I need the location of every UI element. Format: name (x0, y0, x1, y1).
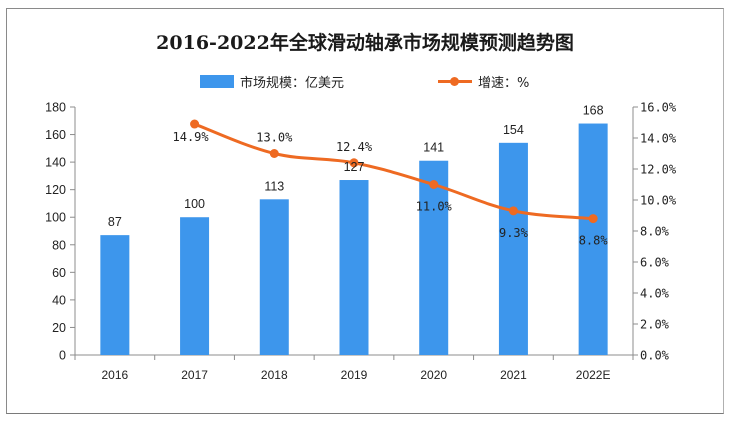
y-left-tick-label: 100 (45, 211, 66, 225)
x-tick-label: 2016 (102, 368, 129, 382)
y-left-tick-label: 0 (59, 349, 66, 363)
y-left-tick-label: 140 (45, 156, 66, 170)
y-right-tick-label: 12.0% (640, 163, 677, 177)
legend-line-label: 增速：% (478, 76, 530, 91)
growth-point (190, 119, 200, 129)
bar-value-label: 87 (108, 215, 122, 229)
bar-value-label: 100 (184, 197, 205, 211)
y-right-tick-label: 10.0% (640, 194, 677, 208)
y-right-tick-label: 16.0% (640, 101, 677, 115)
y-left-tick-label: 20 (52, 321, 66, 335)
growth-point (349, 158, 359, 168)
y-right-tick-label: 6.0% (640, 256, 670, 270)
bar-value-label: 154 (503, 123, 524, 137)
growth-value-label: 8.8% (579, 234, 609, 248)
y-left-tick-label: 60 (52, 266, 66, 280)
x-tick-label: 2017 (181, 368, 208, 382)
x-tick-label: 2019 (341, 368, 368, 382)
bar (259, 199, 289, 355)
y-right-tick-label: 0.0% (640, 349, 670, 363)
growth-point (508, 206, 518, 216)
x-tick-label: 2018 (261, 368, 288, 382)
y-right-tick-label: 2.0% (640, 318, 670, 332)
legend-bar-label: 市场规模：亿美元 (240, 76, 345, 91)
legend-item-market-size: 市场规模：亿美元 (200, 72, 344, 91)
bar (339, 180, 369, 355)
growth-point (429, 180, 439, 189)
y-right-tick-label: 8.0% (640, 225, 670, 239)
bar-value-label: 113 (264, 179, 284, 193)
y-left-tick-label: 180 (45, 101, 66, 115)
bar (180, 217, 210, 355)
x-tick-label: 2022E (576, 368, 611, 382)
y-left-tick-label: 160 (45, 128, 66, 142)
chart-title: 2016-2022年全球滑动轴承市场规模预测趋势图 (156, 32, 574, 54)
growth-value-label: 14.9% (173, 130, 210, 144)
growth-line (194, 122, 594, 221)
bar-value-label: 168 (583, 104, 604, 118)
growth-value-label: 11.0% (416, 200, 453, 214)
bar-value-label: 127 (344, 160, 365, 174)
y-left-tick-label: 120 (45, 183, 66, 197)
bar (100, 235, 130, 355)
y-right-tick-label: 4.0% (640, 287, 670, 301)
growth-value-label: 9.3% (499, 226, 529, 240)
bar (419, 160, 449, 355)
y-right-tick-label: 14.0% (640, 132, 677, 146)
growth-value-label: 13.0% (256, 131, 293, 145)
growth-point (269, 149, 279, 158)
bar (578, 123, 608, 356)
legend: 市场规模：亿美元 增速：% (0, 72, 730, 92)
y-left-tick-label: 80 (52, 238, 66, 252)
legend-line-marker (438, 75, 472, 88)
growth-value-label: 12.4% (336, 140, 373, 154)
x-tick-label: 2021 (500, 368, 527, 382)
y-left-tick-label: 40 (52, 293, 66, 307)
bar (498, 142, 528, 355)
legend-item-growth-rate: 增速：% (438, 72, 529, 91)
legend-bar-swatch (200, 75, 234, 88)
bar-value-label: 141 (423, 141, 444, 155)
growth-point (588, 214, 598, 224)
x-tick-label: 2020 (420, 368, 447, 382)
